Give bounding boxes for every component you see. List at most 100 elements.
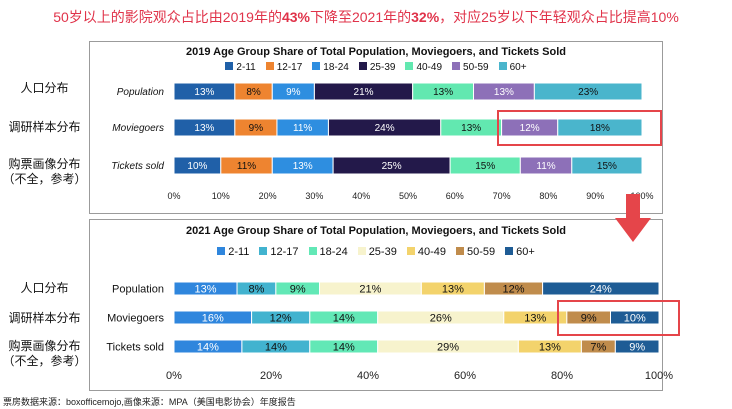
side-label-moviegoers-2019: 调研样本分布: [8, 120, 81, 134]
data-label: 9%: [286, 87, 301, 98]
data-label: 11%: [293, 123, 312, 134]
bar-segment: [557, 118, 643, 137]
legend-swatch: [452, 62, 461, 70]
chart-2019-legend: 2-11 12-17 18-24 25-39 40-49 50-59 60+: [90, 62, 662, 73]
data-label: 9%: [290, 283, 306, 295]
x-tick-label: 80%: [551, 370, 573, 382]
legend-label: 40-49: [416, 62, 443, 73]
legend-swatch: [358, 62, 367, 70]
legend-swatch: [455, 247, 464, 255]
data-label: 14%: [333, 312, 355, 324]
x-tick-label: 100%: [645, 370, 673, 382]
legend-swatch: [405, 62, 414, 70]
legend-label: 18-24: [323, 62, 349, 73]
legend-label: 2-11: [228, 246, 250, 258]
data-label: 29%: [437, 341, 459, 353]
x-tick-label: 40%: [352, 191, 370, 201]
data-label: 15%: [597, 161, 617, 172]
category-label: Population: [112, 283, 164, 295]
data-label: 24%: [375, 123, 395, 134]
chart-2021-title: 2021 Age Group Share of Total Population…: [186, 225, 566, 237]
legend-item: 25-39: [357, 246, 397, 258]
x-tick-label: 50%: [399, 191, 417, 201]
x-tick-label: 90%: [586, 191, 604, 201]
chart-2021-panel: 2021 Age Group Share of Total Population…: [89, 219, 673, 391]
headline-part-2: 下降至2021年的: [309, 9, 412, 25]
legend-swatch: [498, 62, 507, 70]
legend-swatch: [225, 62, 234, 70]
x-tick-label: 20%: [260, 370, 282, 382]
data-label: 14%: [197, 341, 219, 353]
legend-label: 25-39: [369, 62, 396, 73]
bar-segment: [571, 156, 643, 175]
data-label: 15%: [475, 161, 495, 172]
headline: 50岁以上的影院观众占比由2019年的43%下降至2021年的32%，对应25岁…: [0, 7, 732, 27]
side-label-tickets-line2: （不全，参考）: [2, 172, 87, 186]
legend-label: 2-11: [236, 62, 256, 73]
bar-segment: [533, 82, 643, 101]
data-label: 24%: [590, 283, 612, 295]
legend-swatch: [308, 247, 317, 255]
legend-item: 18-24: [312, 62, 349, 73]
legend-swatch: [312, 62, 321, 70]
legend-label: 50-59: [466, 246, 496, 258]
data-label: 12%: [270, 312, 292, 324]
x-tick-label: 0%: [166, 370, 182, 382]
legend-swatch: [217, 247, 226, 255]
data-label: 13%: [442, 283, 464, 295]
side-label-tickets-2021: 购票画像分布 （不全，参考）: [0, 339, 89, 369]
data-label: 13%: [194, 123, 214, 134]
legend-label: 18-24: [319, 246, 348, 258]
x-tick-label: 80%: [539, 191, 557, 201]
legend-swatch: [406, 247, 415, 255]
legend-label: 40-49: [417, 246, 446, 258]
data-label: 9%: [629, 341, 645, 353]
x-tick-label: 10%: [212, 191, 230, 201]
side-label-moviegoers-2021: 调研样本分布: [8, 311, 81, 325]
legend-swatch: [357, 247, 366, 255]
data-label: 13%: [293, 161, 313, 172]
chart-2019-panel: 2019 Age Group Share of Total Population…: [89, 41, 663, 214]
category-label: Population: [117, 87, 165, 98]
headline-value-2021: 32%: [411, 9, 440, 25]
chart-2019-plot: 13% 8% 9% 21% 13% 13% 23% Population 13% 9% 11% 24%…: [111, 82, 654, 201]
data-label: 13%: [524, 312, 546, 324]
category-label: Moviegoers: [112, 123, 164, 134]
x-tick-label: 60%: [446, 191, 464, 201]
data-label: 11%: [536, 161, 555, 172]
side-label-tickets-2019: 购票画像分布 （不全，参考）: [0, 157, 89, 187]
data-label: 21%: [354, 87, 374, 98]
legend-swatch: [505, 247, 514, 255]
data-label: 8%: [248, 283, 264, 295]
legend-item: 12-17: [265, 62, 303, 73]
bar-segment: [542, 281, 660, 296]
data-label: 12%: [502, 283, 524, 295]
legend-item: 40-49: [406, 246, 446, 258]
x-tick-label: 20%: [259, 191, 277, 201]
legend-swatch: [259, 247, 268, 255]
highlight-box-2019: [497, 110, 662, 146]
legend-label: 12-17: [276, 62, 303, 73]
headline-part-1: 50岁以上的影院观众占比由2019年的: [53, 9, 282, 25]
legend-item: 12-17: [259, 246, 299, 258]
legend-label: 12-17: [270, 246, 299, 258]
x-tick-label: 0%: [167, 191, 180, 201]
data-label: 11%: [237, 161, 256, 172]
side-label-tickets-line2: （不全，参考）: [2, 354, 87, 368]
category-label: Tickets sold: [111, 161, 164, 172]
legend-item: 18-24: [308, 246, 348, 258]
data-label: 10%: [624, 312, 646, 324]
legend-item: 40-49: [405, 62, 442, 73]
side-label-tickets-line1: 购票画像分布: [8, 339, 81, 353]
legend-item: 2-11: [225, 62, 256, 73]
side-label-population-2019: 人口分布: [20, 81, 69, 95]
chart-2021-legend: 2-11 12-17 18-24 25-39 40-49 50-59 60+: [90, 246, 662, 258]
chart-2021-plot: 13% 8% 9% 21% 13% 12% 24% Population 16% 12% 14% 26…: [106, 281, 673, 382]
data-label: 18%: [590, 123, 610, 134]
side-label-population-2021: 人口分布: [20, 281, 69, 295]
legend-item: 60+: [498, 62, 527, 73]
legend-label: 60+: [509, 62, 527, 73]
bar-segment: [614, 339, 660, 354]
data-label: 13%: [195, 283, 217, 295]
down-arrow-icon: [615, 194, 651, 242]
